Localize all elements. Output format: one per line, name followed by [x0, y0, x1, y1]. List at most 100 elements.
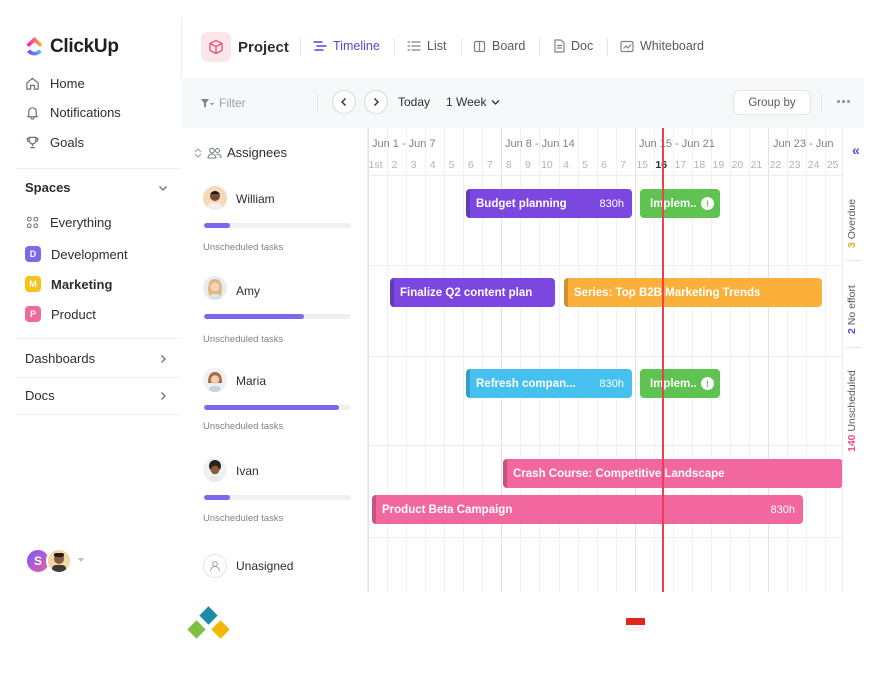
sidebar: ClickUp Home Notifications Goals Spaces …	[0, 0, 181, 592]
nav-goals-label: Goals	[50, 134, 84, 150]
team-avatar[interactable]	[46, 548, 72, 574]
task-label: Finalize Q2 content plan	[400, 286, 533, 299]
nav-home-label: Home	[50, 75, 85, 91]
sidebar-item-label: Development	[51, 246, 128, 262]
tab-label: Doc	[571, 39, 594, 53]
next-button[interactable]	[364, 90, 388, 114]
spaces-label: Spaces	[25, 180, 71, 195]
progress-fill	[204, 223, 231, 228]
project-icon	[201, 32, 231, 62]
filter-button[interactable]: Filter	[200, 96, 246, 110]
task-label: Implem..	[650, 197, 697, 210]
no-effort-toggle[interactable]: 2 No effort	[846, 285, 858, 334]
day-label: 21	[750, 159, 763, 171]
day-label: 5	[448, 159, 455, 171]
timeline-grid: Jun 1 - Jun 7 Jun 8 - Jun 14 Jun 15 - Ju…	[182, 128, 842, 592]
chevron-left-icon	[341, 98, 346, 106]
chevron-down-icon[interactable]	[158, 183, 168, 193]
drag-handle[interactable]	[466, 369, 470, 398]
sidebar-item-dashboards[interactable]: Dashboards	[25, 351, 168, 366]
sidebar-item-development[interactable]: D Development	[25, 244, 128, 264]
range-select[interactable]: 1 Week	[446, 95, 500, 109]
task-bar[interactable]: Implem.. !	[640, 369, 720, 398]
assignee-name: William	[236, 192, 275, 206]
tab-board[interactable]: Board	[473, 39, 525, 53]
unscheduled-tasks-link[interactable]: Unscheduled tasks	[203, 242, 284, 253]
sidebar-item-docs[interactable]: Docs	[25, 388, 168, 403]
avatar	[203, 458, 227, 482]
tab-label: Board	[492, 39, 526, 53]
assignees-header[interactable]: Assignees	[194, 145, 287, 160]
drag-handle[interactable]	[466, 189, 470, 218]
collapse-icon[interactable]: «	[852, 142, 860, 158]
sidebar-divider	[16, 168, 181, 169]
unscheduled-tasks-link[interactable]: Unscheduled tasks	[203, 513, 284, 524]
sidebar-divider	[16, 414, 181, 415]
filter-icon	[201, 98, 214, 107]
day-gridline	[710, 128, 712, 592]
overdue-toggle[interactable]: 3 Overdue	[846, 199, 858, 248]
rail-divider	[846, 260, 862, 261]
tab-list[interactable]: List	[407, 39, 446, 53]
task-bar[interactable]: Series: Top B2B Marketing Trends	[564, 278, 822, 307]
day-label: 22	[769, 159, 782, 171]
task-bar[interactable]: Product Beta Campaign 830h	[372, 495, 803, 524]
task-label: Implem..	[650, 377, 697, 390]
week-label: Jun 8 - Jun 14	[505, 138, 575, 150]
task-bar[interactable]: Budget planning 830h	[466, 189, 632, 218]
tab-timeline[interactable]: Timeline	[313, 39, 380, 53]
unscheduled-tasks-link[interactable]: Unscheduled tasks	[203, 334, 284, 345]
sidebar-item-everything[interactable]: Everything	[25, 212, 111, 232]
sort-icon	[194, 147, 202, 158]
unscheduled-toggle[interactable]: 140 Unscheduled	[846, 370, 858, 452]
spaces-header[interactable]: Spaces	[25, 180, 168, 195]
sidebar-item-marketing[interactable]: M Marketing	[25, 274, 112, 294]
drag-handle[interactable]	[372, 495, 376, 524]
assignee-name: Unasigned	[236, 559, 294, 573]
list-icon	[407, 41, 421, 51]
day-label: 17	[674, 159, 687, 171]
task-bar[interactable]: Refresh compan... 830h	[466, 369, 632, 398]
header-divider	[461, 38, 462, 56]
day-gridline	[482, 128, 484, 592]
more-options-icon[interactable]	[837, 100, 850, 103]
workload-progress	[204, 314, 351, 319]
day-label: 3	[410, 159, 417, 171]
day-gridline	[787, 128, 789, 592]
timeline-icon	[313, 41, 327, 51]
space-badge: D	[25, 246, 41, 262]
grid-dots-icon	[26, 216, 39, 228]
nav-goals[interactable]: Goals	[25, 132, 84, 152]
tab-doc[interactable]: Doc	[553, 39, 593, 53]
timeline-toolbar: Filter Today 1 Week Group by	[182, 78, 864, 128]
chevron-right-icon	[161, 354, 166, 363]
task-bar[interactable]: Finalize Q2 content plan	[390, 278, 555, 307]
day-label: 7	[486, 159, 493, 171]
clickup-logo[interactable]: ClickUp	[25, 36, 119, 58]
person-maria-icon	[203, 368, 227, 392]
drag-handle[interactable]	[390, 278, 394, 307]
page-title: Project	[238, 39, 289, 56]
unscheduled-label: Unscheduled	[846, 370, 858, 432]
today-button[interactable]: Today	[398, 95, 430, 109]
drag-handle[interactable]	[503, 459, 507, 488]
sidebar-item-product[interactable]: P Product	[25, 304, 96, 324]
day-label: 5	[582, 159, 588, 171]
chevron-down-icon[interactable]	[78, 558, 84, 562]
nav-notifications[interactable]: Notifications	[25, 102, 121, 122]
unscheduled-tasks-link[interactable]: Unscheduled tasks	[203, 421, 284, 432]
task-bar[interactable]: Implem.. !	[640, 189, 720, 218]
group-by-button[interactable]: Group by	[733, 90, 811, 115]
task-label: Product Beta Campaign	[382, 503, 513, 516]
tab-whiteboard[interactable]: Whiteboard	[620, 39, 704, 53]
task-bar[interactable]: Crash Course: Competitive Landscape	[503, 459, 842, 488]
day-label: 18	[693, 159, 706, 171]
dashboards-label: Dashboards	[25, 351, 96, 366]
drag-handle[interactable]	[564, 278, 568, 307]
row-divider	[182, 175, 842, 176]
person-william-icon	[203, 186, 227, 210]
nav-home[interactable]: Home	[25, 73, 85, 93]
day-label: 23	[788, 159, 801, 171]
unscheduled-count: 140	[846, 434, 858, 452]
previous-button[interactable]	[332, 90, 356, 114]
